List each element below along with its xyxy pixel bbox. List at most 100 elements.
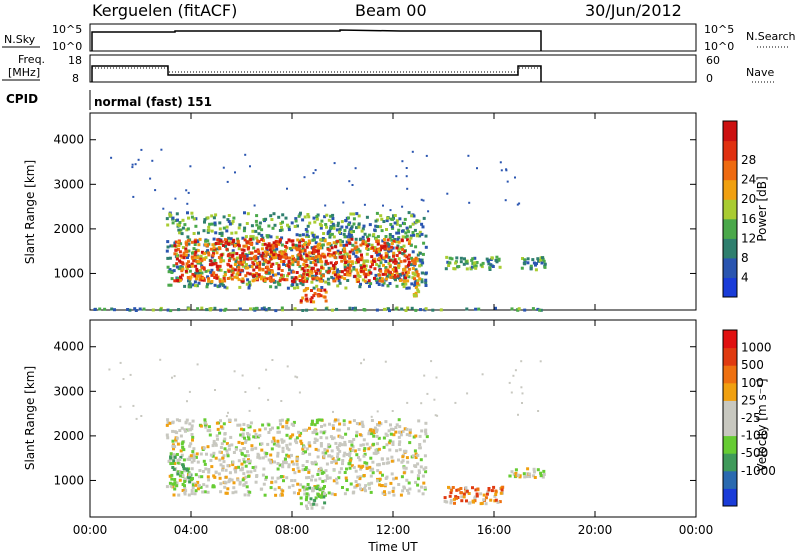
echo-cell	[168, 268, 172, 271]
echo-cell	[518, 474, 522, 478]
sparse-echo	[162, 207, 165, 210]
sparse-echo	[420, 402, 423, 405]
echo-cell	[305, 492, 309, 496]
echo-cell	[193, 274, 197, 278]
echo-cell	[174, 248, 178, 252]
echo-cell	[348, 221, 352, 225]
echo-cell	[306, 287, 310, 290]
echo-cell	[301, 283, 305, 287]
echo-cell	[93, 308, 97, 311]
echo-cell	[373, 257, 377, 261]
echo-cell	[369, 282, 373, 286]
echo-cell	[397, 435, 401, 439]
echo-cell	[372, 249, 376, 252]
echo-cell	[382, 491, 386, 495]
echo-cell	[280, 418, 284, 422]
echo-cell	[479, 492, 483, 496]
echo-cell	[320, 425, 323, 428]
echo-cell	[241, 254, 245, 258]
echo-cell	[194, 277, 198, 281]
echo-cell	[392, 433, 396, 437]
colorbar-tick-label: 8	[741, 251, 749, 265]
echo-cell	[223, 437, 227, 441]
echo-cell	[345, 243, 349, 247]
sparse-echo	[505, 168, 508, 171]
echo-cell	[339, 243, 343, 247]
echo-cell	[187, 493, 191, 497]
echo-cell	[298, 488, 302, 492]
echo-cell	[272, 251, 276, 255]
sparse-echo	[249, 165, 251, 168]
echo-cell	[191, 450, 195, 454]
echo-cell	[494, 306, 497, 310]
echo-cell	[343, 265, 347, 269]
sparse-echo	[539, 360, 542, 363]
echo-cell	[312, 286, 316, 290]
echo-cell	[299, 431, 303, 435]
echo-cell	[352, 217, 356, 221]
echo-cell	[299, 483, 303, 487]
echo-cell	[323, 239, 327, 243]
echo-cell	[320, 224, 323, 228]
echo-cell	[421, 225, 425, 229]
echo-cell	[343, 263, 347, 267]
echo-cell	[490, 489, 494, 493]
echo-cell	[362, 474, 366, 477]
echo-cell	[199, 269, 202, 272]
echo-cell	[424, 284, 428, 287]
echo-cell	[358, 249, 362, 253]
echo-cell	[234, 470, 238, 474]
echo-cell	[348, 451, 352, 455]
echo-cell	[290, 279, 294, 283]
sparse-echo	[122, 378, 125, 380]
echo-cell	[246, 450, 249, 454]
echo-cell	[352, 438, 356, 441]
echo-cell	[318, 269, 322, 273]
echo-cell	[312, 238, 316, 242]
colorbar-segment	[723, 347, 737, 366]
echo-cell	[222, 439, 226, 443]
echo-cell	[346, 273, 350, 277]
echo-cell	[218, 450, 222, 454]
echo-cell	[293, 286, 296, 290]
echo-cell	[446, 260, 450, 264]
echo-cell	[400, 238, 404, 242]
echo-cell	[406, 271, 410, 275]
echo-cell	[391, 489, 395, 493]
echo-cell	[391, 217, 394, 221]
echo-cell	[255, 277, 259, 281]
echo-cell	[238, 285, 242, 289]
echo-cell	[471, 257, 475, 261]
echo-cell	[272, 241, 276, 245]
echo-cell	[351, 306, 355, 310]
echo-cell	[310, 461, 314, 465]
echo-cell	[194, 224, 198, 228]
echo-cell	[331, 437, 334, 441]
echo-cell	[357, 257, 361, 261]
echo-cell	[467, 492, 471, 495]
echo-cell	[235, 252, 239, 256]
echo-cell	[176, 254, 179, 258]
echo-cell	[251, 237, 255, 241]
echo-cell	[206, 249, 210, 253]
sparse-echo	[173, 375, 176, 378]
echo-cell	[388, 259, 392, 263]
echo-cell	[365, 442, 369, 446]
echo-cell	[323, 501, 327, 505]
echo-cell	[272, 439, 276, 443]
echo-cell	[392, 253, 396, 257]
echo-cell	[319, 289, 323, 292]
echo-cell	[212, 271, 216, 275]
echo-cell	[357, 464, 361, 468]
echo-cell	[539, 471, 543, 475]
echo-cell	[170, 477, 174, 481]
echo-cell	[384, 272, 387, 276]
echo-cell	[414, 291, 418, 295]
echo-cell	[205, 244, 209, 248]
echo-cell	[362, 224, 366, 228]
echo-cell	[374, 278, 378, 282]
echo-cell	[299, 439, 303, 443]
echo-cell	[183, 480, 187, 483]
echo-cell	[412, 233, 416, 237]
echo-cell	[317, 277, 321, 281]
